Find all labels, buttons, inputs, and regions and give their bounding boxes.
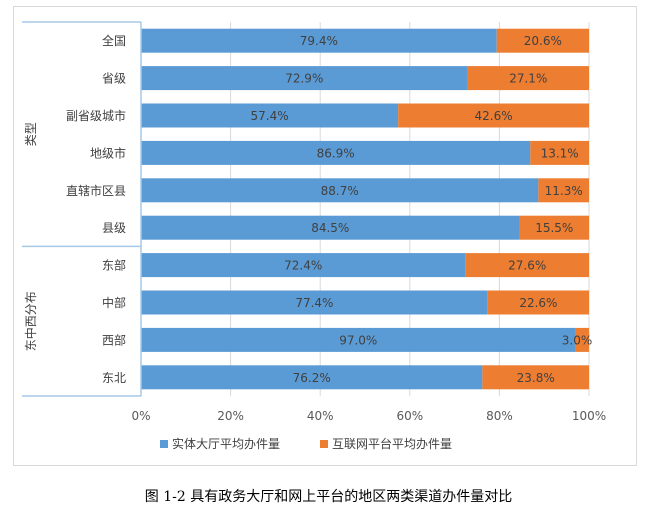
data-label: 84.5% xyxy=(311,221,349,235)
x-tick-label: 20% xyxy=(217,409,244,423)
bar-segment xyxy=(398,103,589,128)
data-label: 13.1% xyxy=(541,146,579,160)
bar-segment xyxy=(141,178,539,203)
bar-segment xyxy=(575,327,589,352)
x-tick-label: 40% xyxy=(307,409,334,423)
category-label: 地级市 xyxy=(90,145,126,160)
bar-segment xyxy=(496,28,589,53)
category-label: 东北 xyxy=(102,371,126,385)
data-label: 72.4% xyxy=(284,259,322,273)
bar-segment xyxy=(141,66,468,91)
data-label: 76.2% xyxy=(293,371,331,385)
category-label: 县级 xyxy=(102,221,126,235)
bar-segment xyxy=(465,253,589,278)
x-tick-label: 100% xyxy=(572,409,606,423)
data-label: 57.4% xyxy=(251,109,289,123)
x-tick-label: 80% xyxy=(486,409,513,423)
data-label: 88.7% xyxy=(321,184,359,198)
bar-segment xyxy=(141,365,483,390)
figure-caption: 图 1-2 具有政务大厅和网上平台的地区两类渠道办件量对比 xyxy=(144,489,513,505)
data-label: 27.6% xyxy=(508,259,546,273)
category-label: 全国 xyxy=(102,33,126,48)
category-label: 中部 xyxy=(102,295,126,310)
data-label: 79.4% xyxy=(300,34,338,48)
bar-segment xyxy=(519,215,589,240)
bar-segment xyxy=(141,290,488,315)
bar-segment xyxy=(530,140,589,165)
bar-segment xyxy=(141,140,531,165)
legend-label: 实体大厅平均办件量 xyxy=(172,436,280,451)
data-label: 42.6% xyxy=(475,109,513,123)
bar-segment xyxy=(141,253,466,278)
x-tick-label: 60% xyxy=(396,409,423,423)
chart-svg: 0% 20% 40% 60% 80% 100% 79.4% 20.6% 全国 72.9% 27.1%… xyxy=(22,21,606,451)
category-label: 西部 xyxy=(102,332,126,347)
data-label: 27.1% xyxy=(509,72,547,86)
legend-label: 互联网平台平均办件量 xyxy=(332,436,452,451)
bar-segment xyxy=(141,28,497,53)
bar-segment xyxy=(467,66,589,91)
data-label: 20.6% xyxy=(524,34,562,48)
data-label: 3.0% xyxy=(562,333,593,347)
category-label: 东部 xyxy=(102,258,126,273)
bar-segment xyxy=(141,327,576,352)
data-label: 23.8% xyxy=(517,371,555,385)
bar-segment xyxy=(141,103,399,128)
bar-segment xyxy=(141,215,520,240)
x-tick-label: 0% xyxy=(131,409,150,423)
data-label: 11.3% xyxy=(545,184,583,198)
legend-swatch xyxy=(320,440,328,448)
group-label: 类型 xyxy=(24,122,38,146)
legend-swatch xyxy=(160,440,168,448)
category-label: 直辖市区县 xyxy=(66,183,126,198)
data-label: 72.9% xyxy=(285,72,323,86)
data-label: 22.6% xyxy=(519,296,557,310)
data-label: 77.4% xyxy=(295,296,333,310)
bar-segment xyxy=(482,365,589,390)
data-label: 86.9% xyxy=(317,146,355,160)
bar-segment xyxy=(487,290,589,315)
category-label: 副省级城市 xyxy=(66,108,126,123)
data-label: 15.5% xyxy=(535,221,573,235)
bar-segment xyxy=(538,178,589,203)
data-label: 97.0% xyxy=(339,333,377,347)
category-label: 省级 xyxy=(102,72,126,86)
group-label: 东中西分布 xyxy=(23,291,38,351)
